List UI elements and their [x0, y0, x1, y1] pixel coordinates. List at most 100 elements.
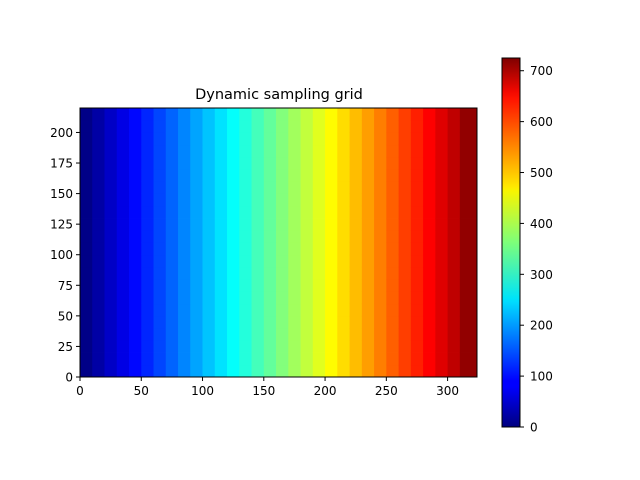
heatmap-cell — [263, 242, 277, 256]
heatmap-cell — [386, 303, 399, 317]
heatmap-cell — [300, 144, 314, 158]
heatmap-cell — [374, 132, 387, 146]
heatmap-cell — [165, 279, 179, 292]
heatmap-cell — [386, 156, 399, 170]
heatmap-cell — [459, 132, 478, 146]
heatmap-cell — [153, 132, 167, 146]
heatmap-cell — [435, 242, 448, 256]
heatmap-cell — [276, 205, 289, 219]
heatmap-cell — [312, 352, 326, 366]
heatmap-cell — [178, 266, 191, 280]
heatmap-cell — [227, 254, 240, 268]
heatmap-cell — [153, 291, 167, 305]
heatmap-cell — [116, 144, 130, 158]
heatmap-cell — [435, 169, 448, 182]
heatmap-cell — [423, 279, 436, 292]
heatmap-cell — [459, 144, 478, 158]
heatmap-cell — [104, 254, 118, 268]
heatmap-cell — [447, 242, 461, 256]
heatmap-cell — [202, 242, 216, 256]
heatmap-cell — [349, 242, 363, 256]
heatmap-cell — [435, 352, 448, 366]
heatmap-cell — [337, 120, 350, 133]
heatmap-cell — [325, 315, 338, 329]
heatmap-cell — [190, 230, 203, 243]
heatmap-cell — [374, 291, 387, 305]
heatmap-cell — [129, 156, 142, 170]
heatmap-cell — [398, 279, 412, 292]
heatmap-cell — [361, 205, 375, 219]
heatmap-cell — [92, 181, 105, 194]
heatmap-cell — [178, 254, 191, 268]
heatmap-cell — [104, 364, 118, 378]
heatmap-cell — [276, 242, 289, 256]
heatmap-cell — [447, 352, 461, 366]
heatmap-cell — [410, 266, 424, 280]
heatmap-cell — [104, 156, 118, 170]
y-tick-label: 125 — [50, 218, 73, 232]
heatmap-cell — [227, 230, 240, 243]
heatmap-cell — [276, 266, 289, 280]
heatmap-cell — [276, 144, 289, 158]
heatmap-cell — [165, 303, 179, 317]
heatmap-cell — [361, 328, 375, 341]
heatmap-cell — [374, 144, 387, 158]
heatmap-cell — [276, 218, 289, 231]
heatmap-cell — [276, 254, 289, 268]
heatmap-cell — [300, 120, 314, 133]
heatmap-cell — [337, 132, 350, 146]
heatmap-cell — [398, 108, 412, 121]
heatmap-cell — [423, 340, 436, 353]
heatmap-cell — [129, 279, 142, 292]
heatmap-cell — [361, 132, 375, 146]
heatmap-cell — [312, 205, 326, 219]
heatmap-cell — [214, 169, 228, 182]
heatmap-cell — [410, 303, 424, 317]
heatmap-cell — [312, 132, 326, 146]
heatmap-cell — [361, 120, 375, 133]
heatmap-cell — [459, 156, 478, 170]
heatmap-cell — [80, 279, 93, 292]
heatmap-cell — [129, 169, 142, 182]
heatmap-cell — [92, 230, 105, 243]
heatmap-cell — [214, 181, 228, 194]
heatmap-cell — [104, 132, 118, 146]
colorbar-tick-label: 200 — [530, 319, 553, 333]
heatmap-cell — [276, 230, 289, 243]
heatmap-cell — [263, 328, 277, 341]
y-tick-label: 100 — [50, 248, 73, 262]
heatmap-cell — [178, 303, 191, 317]
heatmap-cell — [165, 315, 179, 329]
heatmap-cell — [141, 315, 154, 329]
heatmap-cell — [239, 156, 252, 170]
heatmap-cell — [92, 340, 105, 353]
heatmap-cell — [276, 108, 289, 121]
heatmap-cell — [239, 120, 252, 133]
heatmap-cell — [129, 144, 142, 158]
heatmap-cell — [386, 266, 399, 280]
heatmap-cell — [300, 242, 314, 256]
heatmap-cell — [251, 156, 265, 170]
heatmap-cell — [129, 266, 142, 280]
heatmap-cell — [337, 340, 350, 353]
heatmap-cell — [423, 291, 436, 305]
heatmap-cell — [288, 120, 301, 133]
heatmap-cell — [435, 328, 448, 341]
heatmap-cell — [435, 303, 448, 317]
heatmap-cell — [459, 291, 478, 305]
heatmap-cell — [214, 266, 228, 280]
heatmap-cell — [214, 340, 228, 353]
heatmap-cell — [80, 108, 93, 121]
heatmap-cell — [178, 193, 191, 207]
heatmap-cell — [337, 230, 350, 243]
heatmap-cell — [153, 352, 167, 366]
heatmap-cell — [165, 181, 179, 194]
heatmap-cell — [263, 291, 277, 305]
heatmap-cell — [423, 328, 436, 341]
heatmap-cell — [349, 230, 363, 243]
heatmap-cell — [386, 169, 399, 182]
heatmap-cell — [251, 242, 265, 256]
heatmap-cell — [349, 340, 363, 353]
heatmap-cell — [349, 193, 363, 207]
heatmap-cell — [288, 279, 301, 292]
